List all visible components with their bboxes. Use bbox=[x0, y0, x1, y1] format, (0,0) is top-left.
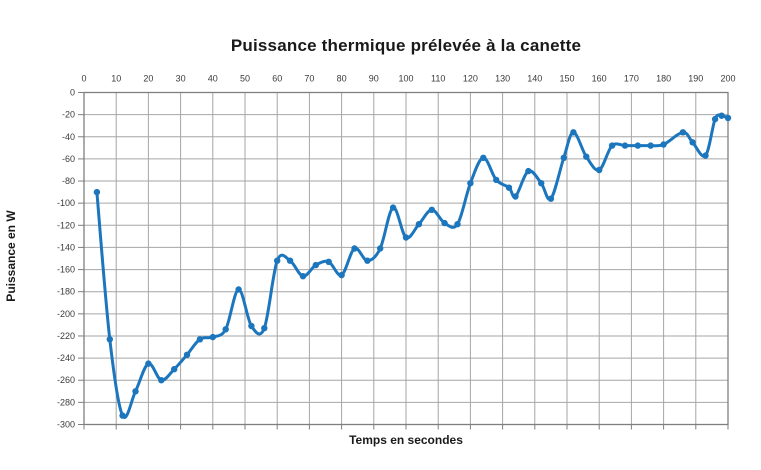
y-tick-label: -100 bbox=[57, 198, 75, 208]
data-point bbox=[718, 112, 725, 119]
data-point bbox=[338, 271, 345, 279]
data-point bbox=[525, 167, 532, 175]
data-point bbox=[325, 258, 332, 265]
data-point bbox=[428, 206, 435, 213]
x-tick-label: 180 bbox=[656, 74, 671, 84]
x-tick-label: 200 bbox=[720, 74, 735, 84]
data-point bbox=[402, 234, 410, 241]
y-axis-title: Puissance en W bbox=[4, 210, 18, 302]
data-point bbox=[299, 273, 307, 280]
x-tick-label: 160 bbox=[592, 74, 607, 84]
data-point bbox=[441, 219, 448, 227]
x-tick-label: 50 bbox=[240, 74, 250, 84]
chart-title: Puissance thermique prélevée à la canett… bbox=[230, 36, 582, 55]
data-point bbox=[493, 176, 500, 184]
data-point bbox=[145, 360, 152, 367]
data-point bbox=[286, 257, 294, 264]
data-point bbox=[132, 388, 139, 395]
y-tick-label: -200 bbox=[57, 309, 75, 319]
data-point bbox=[679, 129, 687, 136]
data-point bbox=[583, 153, 590, 160]
data-point bbox=[512, 193, 519, 200]
x-tick-label: 150 bbox=[559, 74, 574, 84]
y-tick-label: -280 bbox=[57, 397, 75, 407]
x-tick-label: 80 bbox=[337, 74, 347, 84]
data-point bbox=[119, 412, 126, 419]
data-point bbox=[647, 142, 654, 149]
x-tick-label: 170 bbox=[624, 74, 639, 84]
x-tick-label: 60 bbox=[272, 74, 282, 84]
x-tick-label: 40 bbox=[208, 74, 218, 84]
data-point bbox=[608, 142, 616, 149]
data-point bbox=[364, 257, 371, 264]
x-axis-title: Temps en secondes bbox=[349, 433, 463, 447]
data-point bbox=[209, 333, 216, 341]
data-point bbox=[724, 114, 732, 122]
x-tick-label: 30 bbox=[176, 74, 186, 84]
data-point bbox=[171, 366, 178, 373]
x-tick-label: 10 bbox=[111, 74, 121, 84]
data-point bbox=[235, 286, 242, 293]
data-point bbox=[660, 141, 667, 148]
y-tick-label: -60 bbox=[62, 154, 75, 164]
y-tick-label: -80 bbox=[62, 176, 75, 186]
data-point bbox=[261, 325, 268, 332]
x-tick-label: 120 bbox=[463, 74, 478, 84]
data-point bbox=[183, 351, 191, 358]
data-point bbox=[106, 336, 114, 343]
data-point bbox=[415, 221, 423, 228]
y-tick-label: -180 bbox=[57, 287, 75, 297]
data-point bbox=[702, 152, 709, 159]
data-point bbox=[538, 180, 545, 187]
data-point bbox=[596, 166, 603, 174]
data-point bbox=[454, 221, 461, 228]
data-point bbox=[93, 188, 101, 196]
data-point bbox=[634, 142, 641, 149]
data-point bbox=[377, 245, 384, 252]
y-tick-label: -20 bbox=[62, 110, 75, 120]
data-point bbox=[480, 154, 487, 161]
x-tick-label: 130 bbox=[495, 74, 510, 84]
data-point bbox=[196, 336, 204, 343]
y-tick-label: -220 bbox=[57, 331, 75, 341]
y-tick-label: -160 bbox=[57, 265, 75, 275]
data-point bbox=[689, 139, 696, 146]
data-point bbox=[312, 261, 319, 269]
x-tick-label: 140 bbox=[527, 74, 542, 84]
x-tick-label: 90 bbox=[369, 74, 379, 84]
y-tick-label: -300 bbox=[57, 420, 75, 430]
data-point bbox=[222, 326, 229, 333]
x-tick-label: 100 bbox=[398, 74, 413, 84]
y-tick-label: -140 bbox=[57, 242, 75, 252]
data-point bbox=[570, 129, 577, 136]
data-point bbox=[274, 257, 281, 264]
x-tick-label: 20 bbox=[143, 74, 153, 84]
y-tick-label: -40 bbox=[62, 132, 75, 142]
y-tick-label: -260 bbox=[57, 375, 75, 385]
data-point bbox=[351, 245, 358, 252]
x-tick-label: 70 bbox=[304, 74, 314, 84]
y-tick-label: -240 bbox=[57, 353, 75, 363]
data-point bbox=[467, 180, 474, 187]
y-tick-label: -120 bbox=[57, 220, 75, 230]
x-tick-label: 110 bbox=[431, 74, 445, 84]
series-line bbox=[95, 113, 730, 419]
data-point bbox=[389, 204, 397, 211]
data-point bbox=[547, 195, 555, 202]
data-point bbox=[560, 154, 567, 161]
data-point bbox=[505, 184, 513, 191]
data-point bbox=[621, 142, 629, 149]
x-tick-label: 190 bbox=[688, 74, 703, 84]
data-point bbox=[711, 115, 719, 123]
data-point bbox=[248, 322, 255, 330]
data-point bbox=[158, 377, 165, 384]
x-tick-label: 0 bbox=[81, 74, 86, 84]
y-tick-label: 0 bbox=[70, 88, 75, 98]
